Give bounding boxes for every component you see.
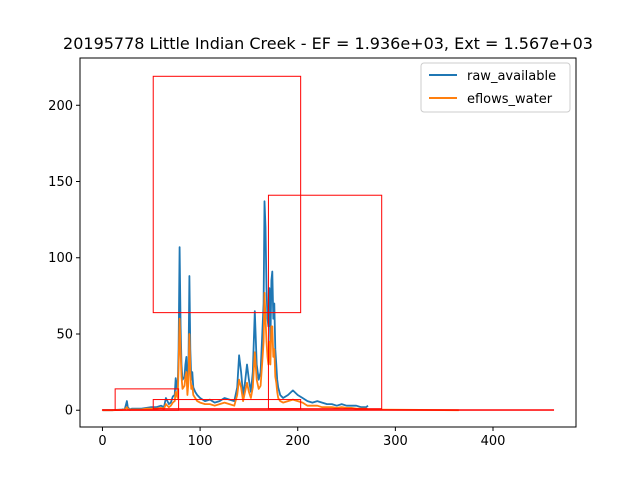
- highlight-box-0: [152, 75, 302, 314]
- series-line-eflows-water: [102, 291, 459, 412]
- chart-title: 20195778 Little Indian Creek - EF = 1.93…: [63, 34, 593, 53]
- series-line-raw-available: [102, 200, 369, 412]
- y-axis: 0 50 100 150 200: [48, 99, 80, 419]
- highlight-box-3: [152, 399, 302, 410]
- x-tick-label: 0: [98, 434, 106, 449]
- y-tick-label: 200: [48, 99, 73, 114]
- y-tick-label: 150: [48, 175, 73, 190]
- y-tick-label: 100: [48, 251, 73, 266]
- x-tick-label: 200: [285, 434, 310, 449]
- y-tick-label: 0: [65, 404, 73, 419]
- legend: raw_available eflows_water: [420, 62, 571, 113]
- legend-label-eflows-water: eflows_water: [467, 92, 553, 107]
- legend-label-raw-available: raw_available: [467, 69, 556, 84]
- highlight-box-1: [267, 194, 383, 410]
- y-tick-label: 50: [56, 327, 73, 342]
- x-tick-label: 100: [188, 434, 213, 449]
- x-axis: 0 100 200 300 400: [98, 427, 505, 449]
- x-tick-label: 300: [383, 434, 408, 449]
- highlight-box-4: [101, 409, 555, 411]
- legend-frame: [420, 62, 571, 113]
- x-tick-label: 400: [481, 434, 506, 449]
- plot-frame: [79, 57, 577, 428]
